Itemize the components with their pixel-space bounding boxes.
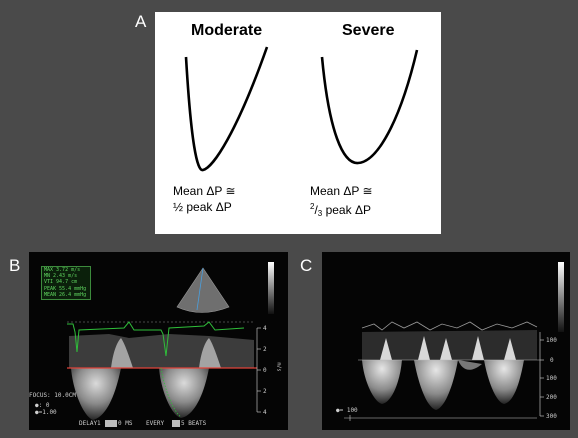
axis-label-b-1: 2 — [263, 346, 267, 353]
panel-c-doppler: 100 0 100 200 300 ●= 100 — [322, 252, 570, 430]
axis-label-c-2: 100 — [546, 375, 557, 382]
panel-c-letter: C — [300, 256, 313, 275]
axis-label-c-1: 0 — [550, 357, 554, 364]
moderate-caption-line2: ½ peak ΔP — [173, 200, 232, 214]
top-contour — [361, 321, 538, 331]
jet-1 — [71, 368, 121, 420]
measurement-box: MAX 3.72 m/s MN 2.43 m/s VTI 94.7 cm PEA… — [41, 266, 91, 300]
severe-title: Severe — [342, 22, 395, 39]
measurement-4: MEAN 26.4 mmHg — [44, 291, 87, 298]
measurement-2: VTI 94.7 cm — [44, 279, 78, 286]
panel-a: Moderate Severe Mean ΔP ≅ ½ peak ΔP Mean… — [155, 12, 441, 234]
panel-b-spectrum — [67, 262, 274, 427]
severe-caption-line2: 2/3 peak ΔP — [310, 199, 373, 222]
grayscale-bar-c — [558, 262, 564, 332]
scale-line1: ●: 0 — [35, 402, 50, 409]
jet-2 — [159, 368, 209, 418]
panel-a-letter: A — [135, 12, 147, 31]
side-unit-label: m/s — [275, 362, 282, 372]
moderate-caption-line1: Mean ΔP ≅ — [173, 184, 236, 198]
severe-caption-rest: peak ΔP — [322, 203, 371, 217]
axis-label-b-3: 2 — [263, 388, 267, 395]
measurement-1: MN 2.43 m/s — [44, 273, 78, 280]
moderate-title: Moderate — [191, 22, 263, 39]
scale-line2: ●=1.00 — [35, 409, 57, 416]
upper-spectrum — [69, 334, 254, 368]
panel-a-curves — [184, 46, 419, 172]
measurement-0: MAX 3.72 m/s — [44, 267, 81, 273]
axis-label-b-2: 0 — [263, 367, 267, 374]
panel-b-letter: B — [9, 256, 21, 275]
severe-curve — [320, 49, 419, 165]
jet-c2 — [414, 360, 458, 410]
sector-image — [176, 267, 230, 313]
severe-caption-line1: Mean ΔP ≅ — [310, 184, 373, 198]
moderate-caption: Mean ΔP ≅ ½ peak ΔP — [173, 183, 236, 215]
measurement-3: PEAK 55.4 mmHg — [44, 285, 87, 292]
footer-beats: 5 BEATS — [181, 420, 207, 427]
axis-label-b-0: 4 — [263, 325, 267, 332]
panel-b-doppler: MAX 3.72 m/s MN 2.43 m/s VTI 94.7 cm PEA… — [29, 252, 288, 430]
severe-caption: Mean ΔP ≅ 2/3 peak ΔP — [310, 183, 373, 222]
moderate-curve — [184, 46, 269, 172]
cursor-line — [196, 267, 204, 311]
footer-ms: 0 MS — [118, 420, 133, 427]
axis-label-b-4: 4 — [263, 409, 267, 416]
ecg-trace — [67, 321, 245, 357]
focus-text: FOCUS: 10.0CM — [29, 392, 76, 399]
panel-c-spectrum — [344, 262, 564, 421]
jet-c1 — [362, 360, 402, 404]
axis-label-c-3: 200 — [546, 394, 557, 401]
severe-caption-slash: / — [314, 203, 318, 217]
severe-caption-numerator: 2 — [310, 202, 315, 211]
jet-c3 — [484, 360, 524, 404]
severe-caption-denominator: 3 — [317, 209, 323, 218]
footer-delay: DELAY1 — [79, 420, 101, 427]
grayscale-bar — [268, 262, 274, 314]
axis-label-c-4: 300 — [546, 413, 557, 420]
bottom-scale-label: ●= 100 — [336, 407, 358, 414]
axis-label-c-0: 100 — [546, 337, 557, 344]
footer-every: EVERY — [146, 420, 165, 427]
